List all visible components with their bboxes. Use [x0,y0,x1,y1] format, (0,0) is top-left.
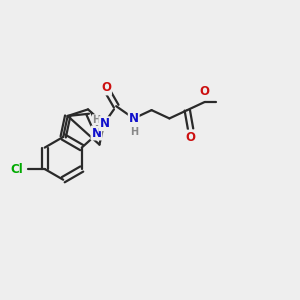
Text: H: H [130,127,138,137]
Text: N: N [92,127,101,140]
Text: O: O [200,85,210,98]
Text: N: N [129,112,139,125]
Text: O: O [186,130,196,144]
Text: N: N [100,117,110,130]
Text: O: O [101,82,111,94]
Text: H: H [92,115,101,125]
Text: Cl: Cl [10,163,23,176]
